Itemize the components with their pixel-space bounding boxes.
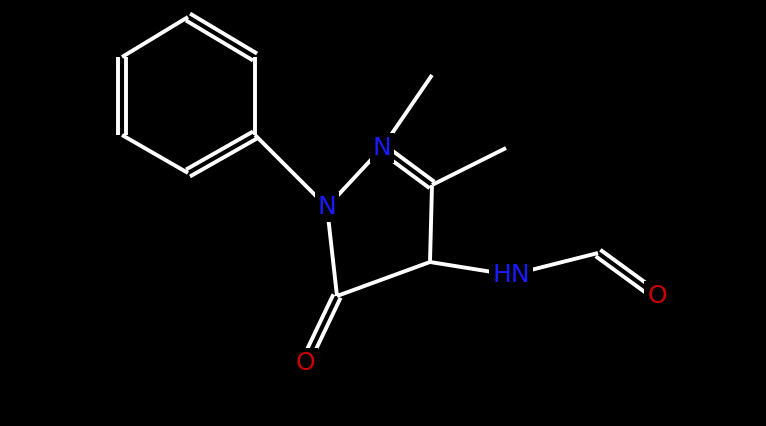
Text: N: N [372, 136, 391, 160]
Text: HN: HN [493, 263, 530, 287]
Text: O: O [295, 351, 315, 375]
Text: O: O [647, 284, 667, 308]
Text: N: N [318, 195, 336, 219]
